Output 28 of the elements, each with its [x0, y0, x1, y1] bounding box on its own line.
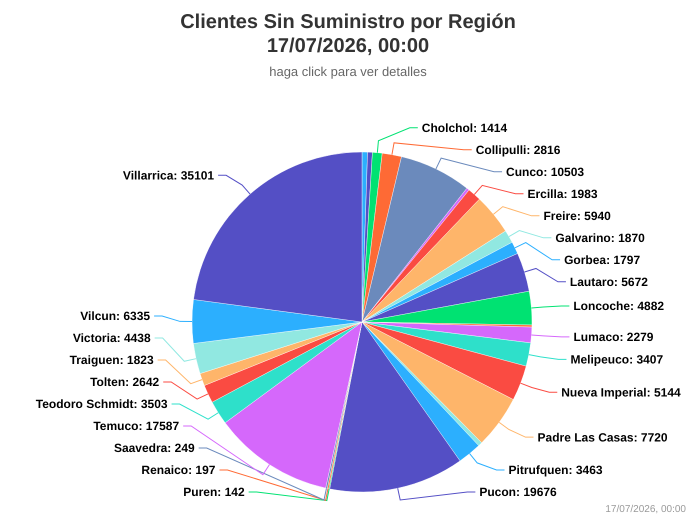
slice-label: Teodoro Schmidt: 3503: [36, 397, 168, 412]
slice-label: Victoria: 4438: [72, 331, 151, 346]
slice-label: Villarrica: 35101: [122, 168, 214, 182]
slice-label: Melipeuco: 3407: [570, 352, 664, 367]
slice-label: Nueva Imperial: 5144: [561, 385, 681, 400]
slice-label: Saavedra: 249: [114, 441, 195, 456]
slice-label: Freire: 5940: [543, 208, 612, 223]
slice-label: Tolten: 2642: [90, 375, 160, 390]
slice-label: Ercilla: 1983: [528, 186, 598, 201]
slice-label: Padre Las Casas: 7720: [538, 430, 668, 444]
slice-label: Galvarino: 1870: [555, 230, 646, 245]
slice-label: Lumaco: 2279: [573, 330, 654, 344]
chart-subtitle: haga click para ver detalles: [269, 64, 428, 79]
slice-label: Pitrufquen: 3463: [508, 463, 603, 478]
slice-label: Vilcun: 6335: [80, 309, 150, 324]
slice-label: Loncoche: 4882: [573, 299, 664, 314]
slice-label: Lautaro: 5672: [570, 274, 648, 289]
chart-title: Clientes Sin Suministro por Región 17/07/2026, 00:00: [180, 11, 516, 57]
slice-label: Collipulli: 2816: [476, 142, 561, 157]
slice-label: Gorbea: 1797: [564, 252, 640, 267]
slice-label: Temuco: 17587: [93, 419, 180, 434]
slice-label: Renaico: 197: [141, 463, 216, 478]
slice-label: Puren: 142: [183, 485, 245, 500]
slice-label: Traiguen: 1823: [70, 353, 154, 368]
slice-label: Cholchol: 1414: [422, 120, 508, 135]
slice-label: Cunco: 10503: [506, 164, 584, 179]
text: 17/07/2026, 00:00: [605, 504, 686, 515]
slice-label: Pucon: 19676: [479, 485, 558, 500]
